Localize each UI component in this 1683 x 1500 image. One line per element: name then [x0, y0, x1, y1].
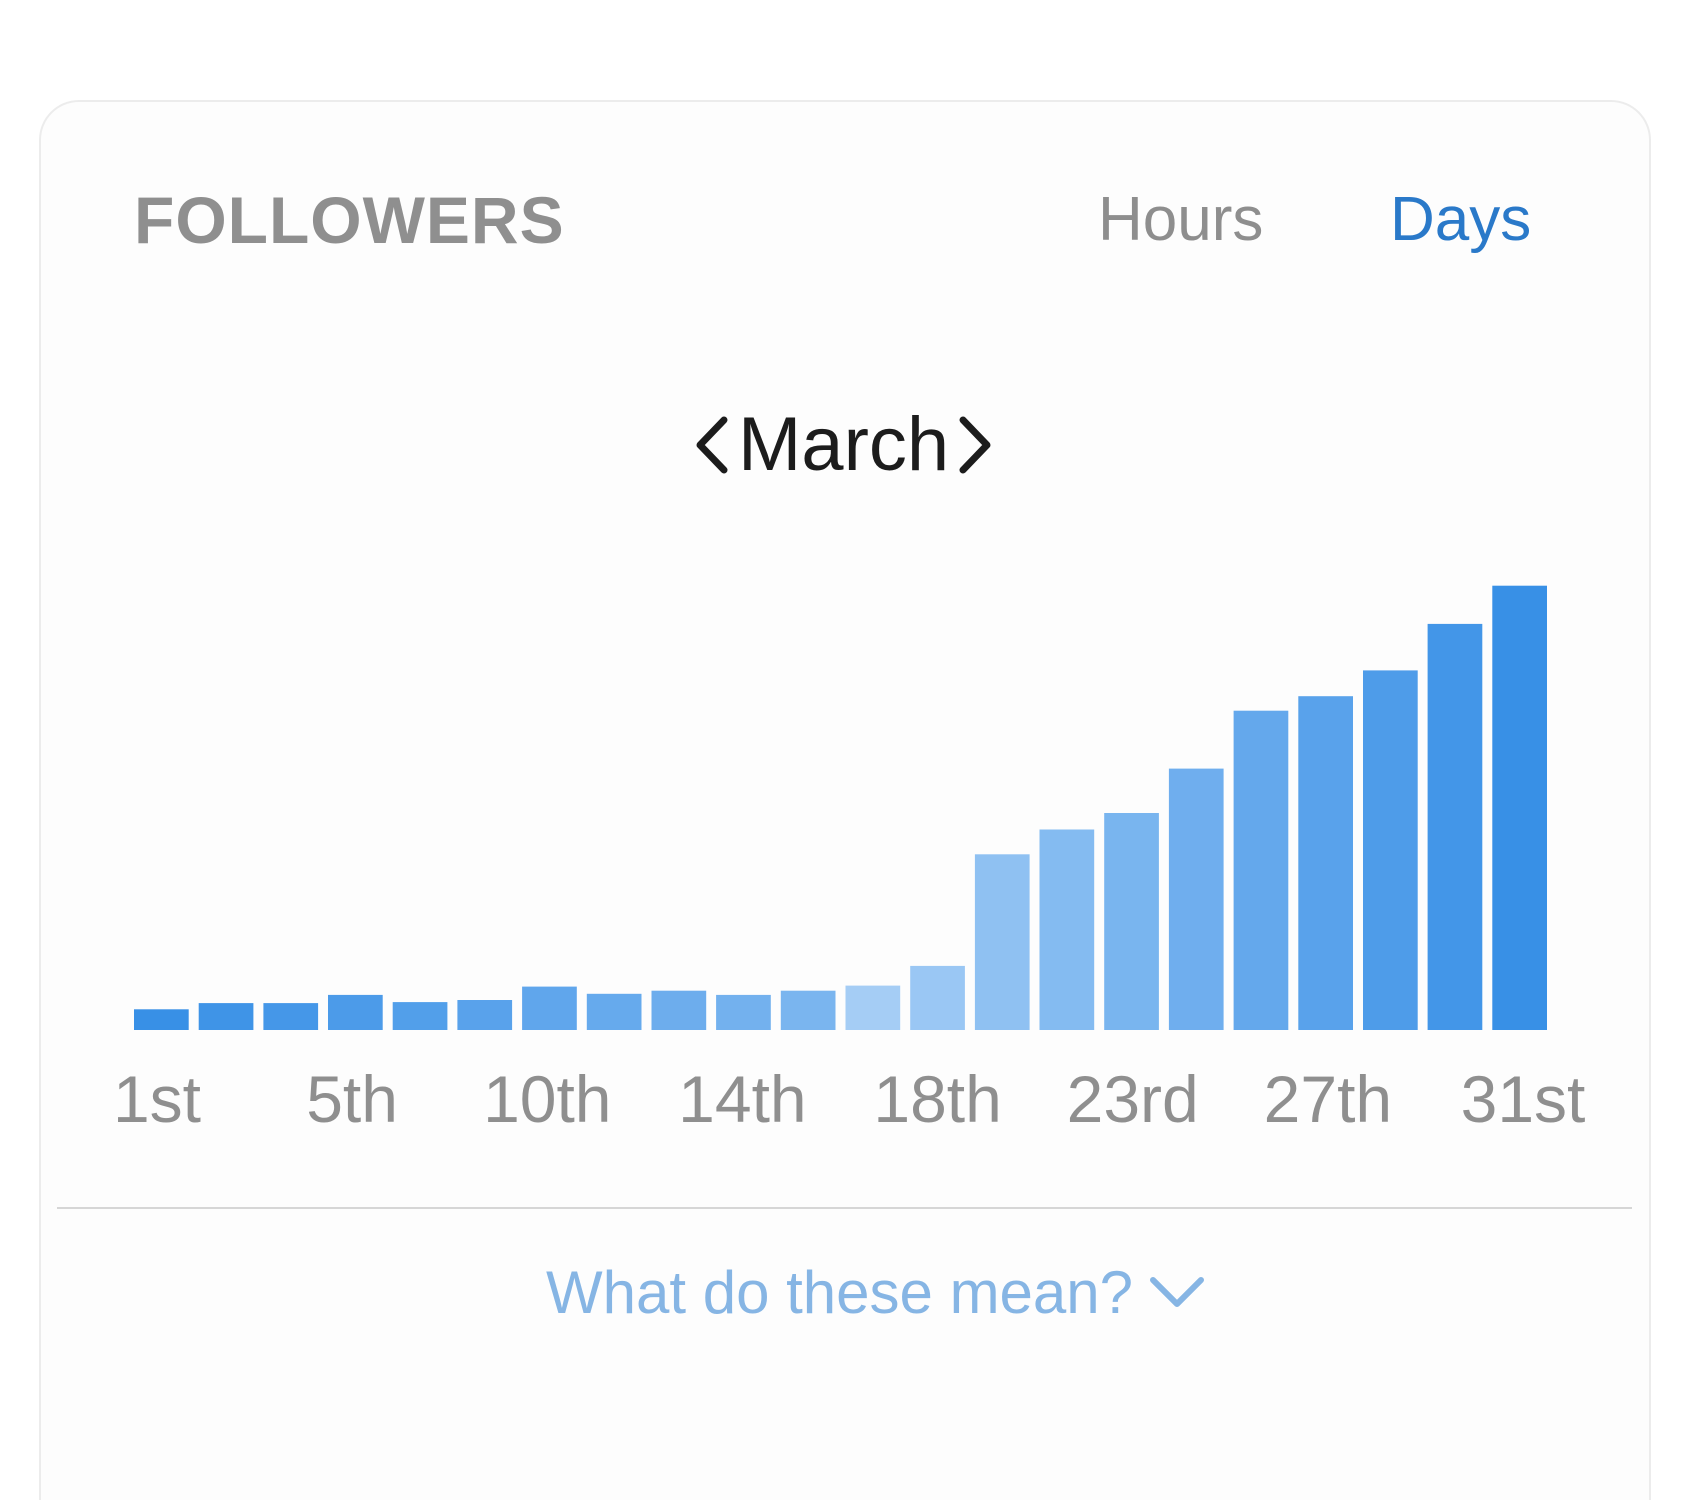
- divider: [57, 1207, 1632, 1209]
- chevron-right-icon[interactable]: [953, 400, 997, 490]
- help-link-label: What do these mean?: [546, 1258, 1134, 1326]
- section-title: FOLLOWERS: [134, 183, 565, 257]
- chevron-left-icon[interactable]: [690, 400, 734, 490]
- tab-hours[interactable]: Hours: [1098, 185, 1264, 254]
- tab-days[interactable]: Days: [1390, 185, 1532, 254]
- help-link[interactable]: What do these mean?: [546, 1252, 1207, 1332]
- month-label: March: [738, 402, 950, 487]
- chevron-down-icon: [1150, 1277, 1205, 1307]
- month-navigator: March: [690, 400, 997, 490]
